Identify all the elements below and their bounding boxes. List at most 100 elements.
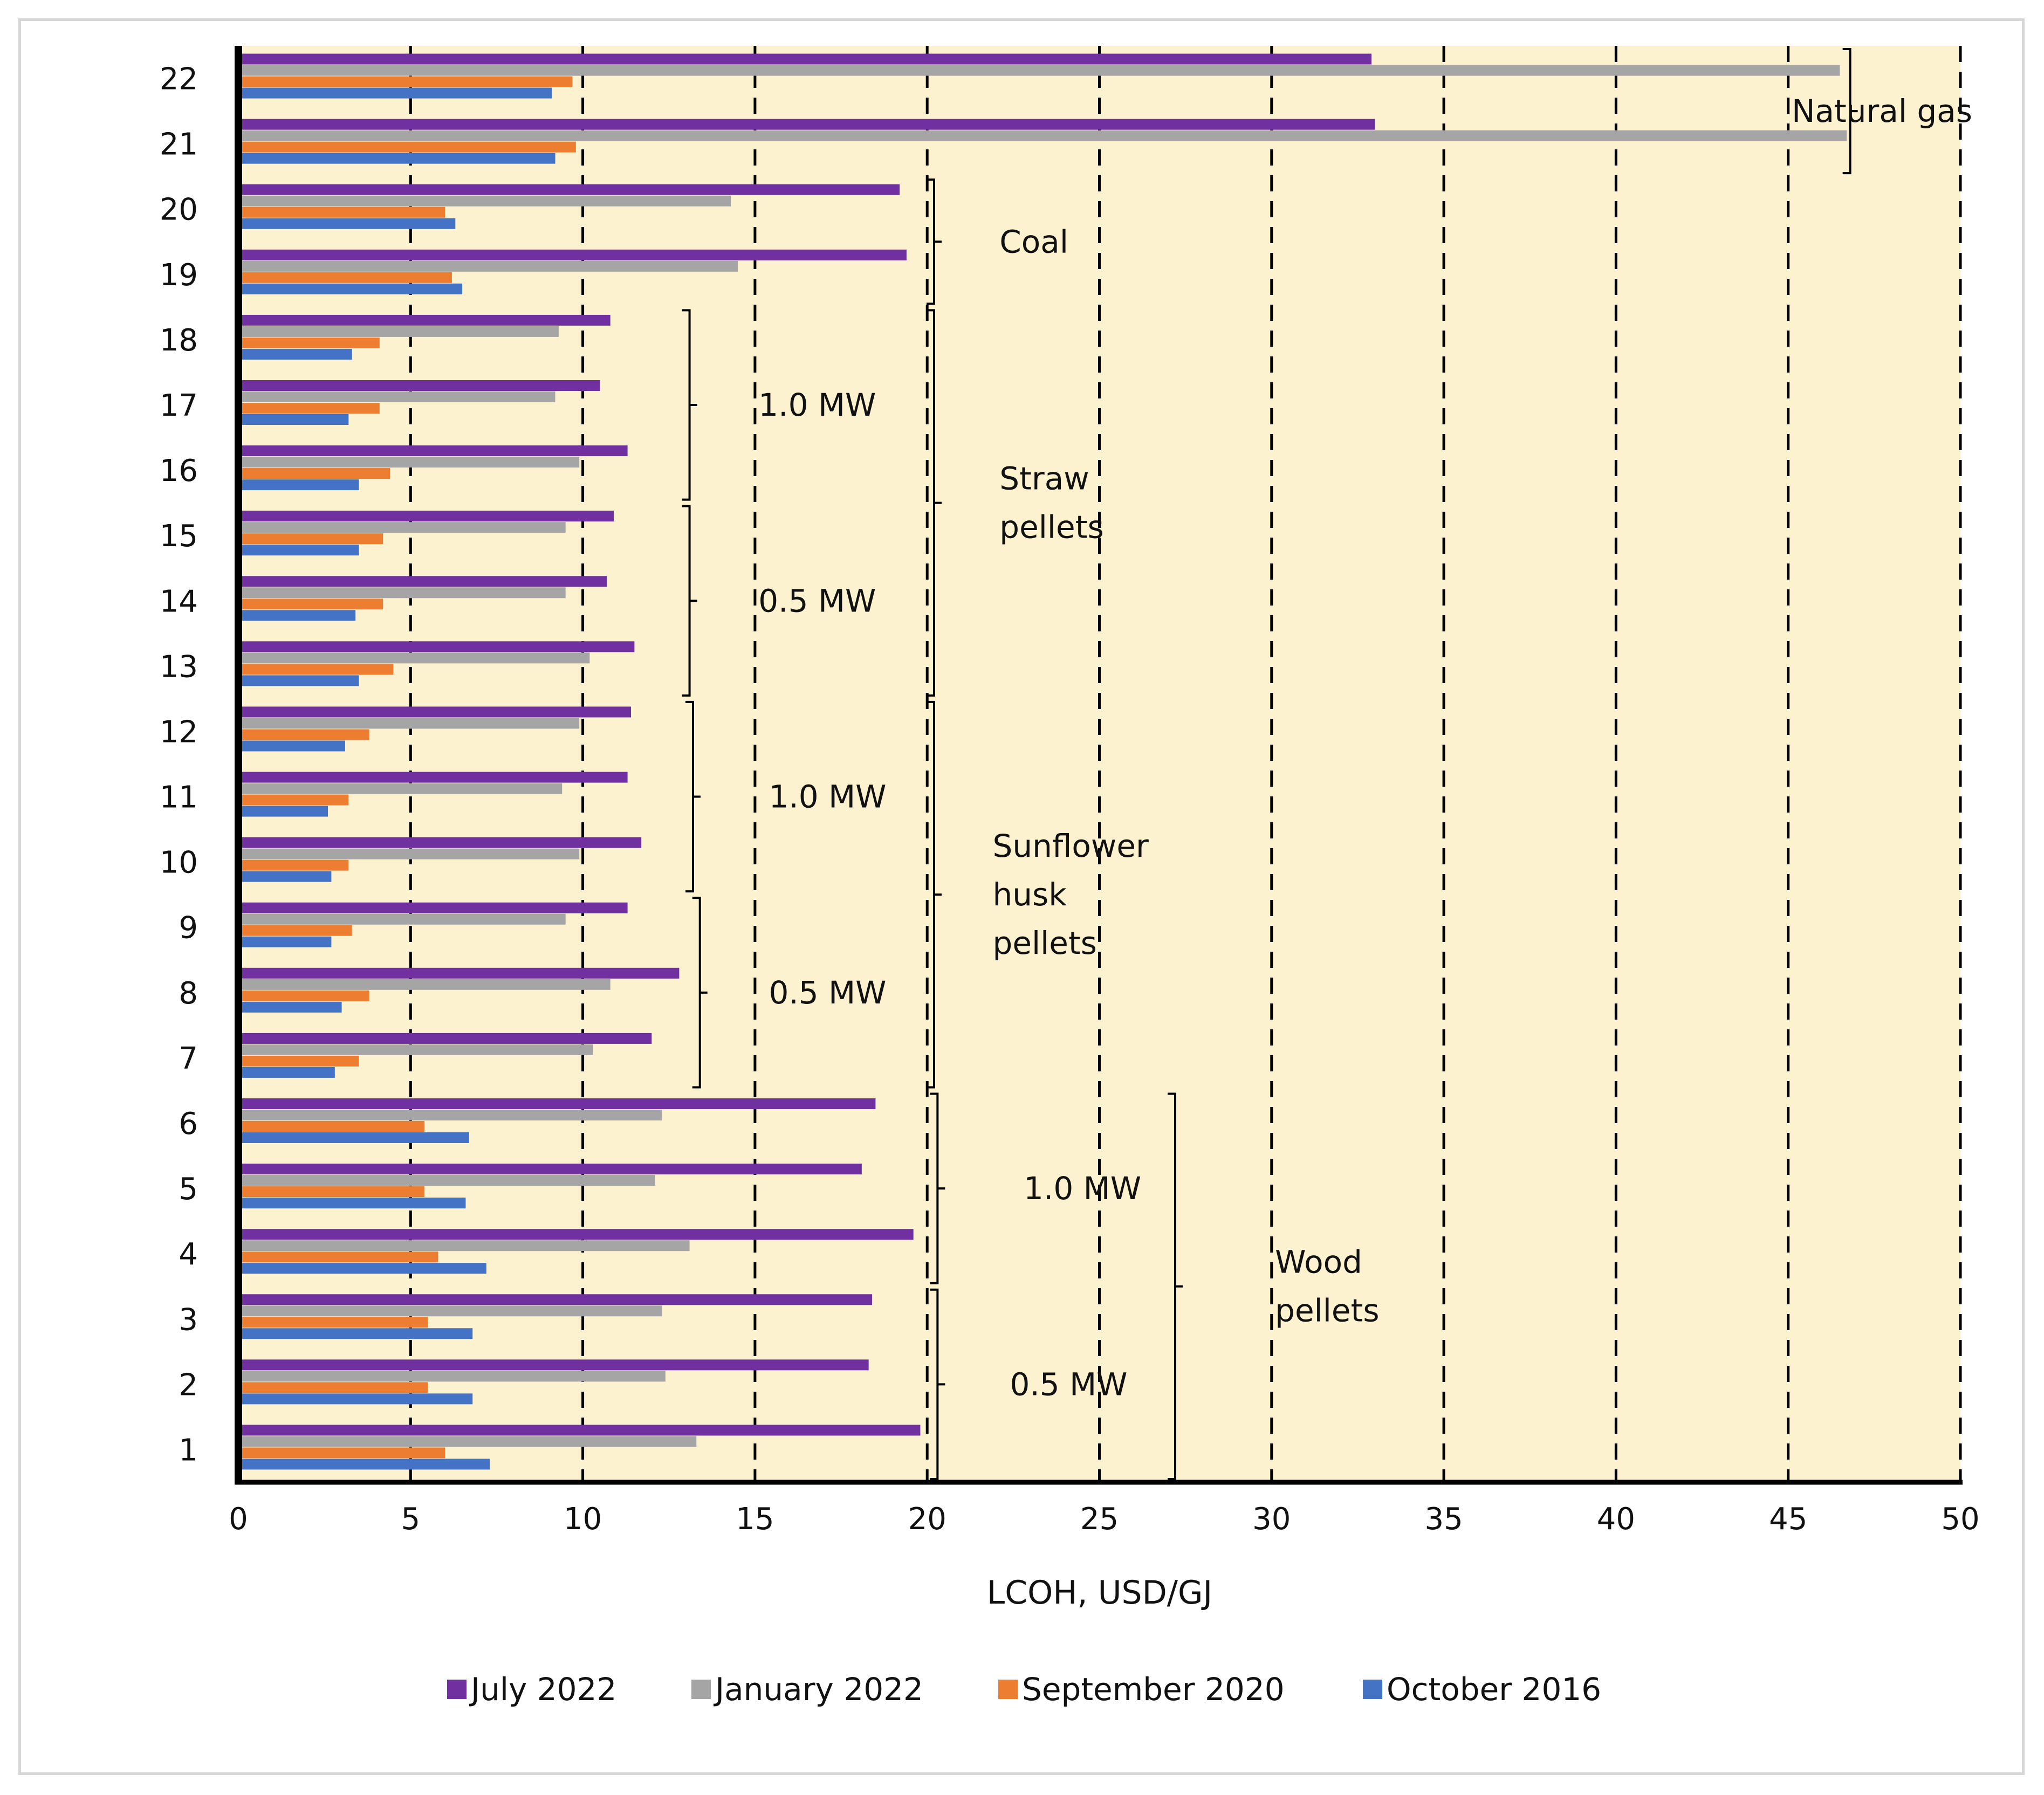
bar xyxy=(238,1371,666,1382)
group-bracket xyxy=(930,1092,945,1284)
x-tick-label: 5 xyxy=(401,1502,420,1537)
x-tick-label: 10 xyxy=(564,1502,602,1537)
group-label: husk xyxy=(993,876,1067,913)
bar xyxy=(238,141,576,153)
group-label: pellets xyxy=(1275,1292,1379,1329)
bar xyxy=(238,925,352,936)
group-label: pellets xyxy=(999,509,1103,546)
group-label: pellets xyxy=(993,925,1097,961)
bar xyxy=(238,1436,697,1447)
x-tick-label: 35 xyxy=(1424,1502,1463,1537)
bar xyxy=(238,1382,428,1393)
bar xyxy=(238,414,349,425)
bar xyxy=(238,403,380,414)
chart-frame: 0.5 MW 1.0 MW Wood pellets 0.5 MW 1.0 MW Sunfl… xyxy=(18,18,2025,1775)
bar-series xyxy=(238,53,1847,1470)
bar xyxy=(238,576,607,587)
bar xyxy=(238,610,356,621)
group-label: Straw xyxy=(999,460,1089,497)
bar xyxy=(238,979,611,990)
y-tick-label: 20 xyxy=(160,192,198,228)
bar xyxy=(238,837,642,848)
bar xyxy=(238,65,1840,76)
y-tick-label: 12 xyxy=(160,714,198,749)
x-tick-label: 50 xyxy=(1941,1502,1979,1537)
bar xyxy=(238,1263,486,1274)
bar xyxy=(238,1121,424,1132)
bar xyxy=(238,990,369,1001)
y-tick-label: 16 xyxy=(160,453,198,489)
bar xyxy=(238,1305,662,1317)
bar xyxy=(238,249,907,260)
bar xyxy=(238,783,563,794)
bar xyxy=(238,1317,428,1328)
bar xyxy=(238,445,628,457)
bar xyxy=(238,195,731,207)
bar xyxy=(238,468,390,479)
bar xyxy=(238,522,566,533)
bar xyxy=(238,1164,862,1175)
bar xyxy=(238,1186,424,1198)
x-tick-label: 0 xyxy=(229,1502,248,1537)
legend-swatch xyxy=(447,1680,467,1699)
group-bracket xyxy=(1842,48,1858,175)
legend-label: September 2020 xyxy=(1022,1671,1285,1708)
bar xyxy=(238,1110,662,1120)
x-tick-labels: 0 5 10 15 20 25 30 35 40 45 50 xyxy=(229,1502,1979,1537)
group-bracket xyxy=(1167,1092,1183,1480)
y-tick-label: 15 xyxy=(160,519,198,554)
bar xyxy=(238,1033,652,1044)
bar xyxy=(238,348,352,360)
legend-swatch xyxy=(998,1680,1018,1699)
bar xyxy=(238,1055,359,1067)
bar xyxy=(238,1229,914,1240)
x-axis-title: LCOH, USD/GJ xyxy=(987,1574,1212,1612)
y-tick-label: 7 xyxy=(179,1041,198,1076)
bar xyxy=(238,1001,342,1013)
bar xyxy=(238,848,580,859)
bar xyxy=(238,207,445,218)
legend-label: October 2016 xyxy=(1387,1671,1601,1708)
bar xyxy=(238,1098,876,1109)
bar xyxy=(238,184,900,195)
y-tick-label: 13 xyxy=(160,649,198,684)
bar xyxy=(238,740,345,752)
y-tick-label: 19 xyxy=(160,258,198,293)
x-tick-label: 45 xyxy=(1769,1502,1807,1537)
bar xyxy=(238,326,559,337)
group-bracket xyxy=(930,1288,945,1480)
group-label: Natural gas xyxy=(1792,93,1972,129)
bar xyxy=(238,1425,921,1436)
bar xyxy=(238,718,580,729)
group-label: 0.5 MW xyxy=(769,974,886,1011)
y-tick-label: 14 xyxy=(160,584,198,619)
bar xyxy=(238,1294,873,1305)
group-bracket xyxy=(926,700,942,1089)
bar xyxy=(238,1459,490,1470)
bar xyxy=(238,272,452,283)
bar xyxy=(238,260,738,272)
bar xyxy=(238,76,573,87)
bar xyxy=(238,1240,690,1251)
legend-label: January 2022 xyxy=(714,1671,923,1708)
bar xyxy=(238,1359,869,1371)
y-tick-label: 21 xyxy=(160,127,198,162)
bar xyxy=(238,391,555,402)
bar xyxy=(238,913,566,925)
bar xyxy=(238,706,632,718)
group-label: 1.0 MW xyxy=(758,387,876,423)
bar xyxy=(238,511,614,522)
bar xyxy=(238,936,332,947)
bar xyxy=(238,772,628,783)
bar xyxy=(238,218,456,229)
bar xyxy=(238,1328,473,1339)
group-bracket xyxy=(926,309,942,697)
axes xyxy=(235,46,1963,1485)
group-annotations: 0.5 MW 1.0 MW Wood pellets 0.5 MW 1.0 MW Sunfl… xyxy=(682,48,1972,1480)
group-label: 0.5 MW xyxy=(1010,1366,1127,1402)
y-tick-label: 22 xyxy=(160,62,198,97)
group-label: Coal xyxy=(999,223,1068,260)
group-label: Wood xyxy=(1275,1244,1362,1281)
bar xyxy=(238,1044,593,1055)
bar xyxy=(238,1251,438,1263)
